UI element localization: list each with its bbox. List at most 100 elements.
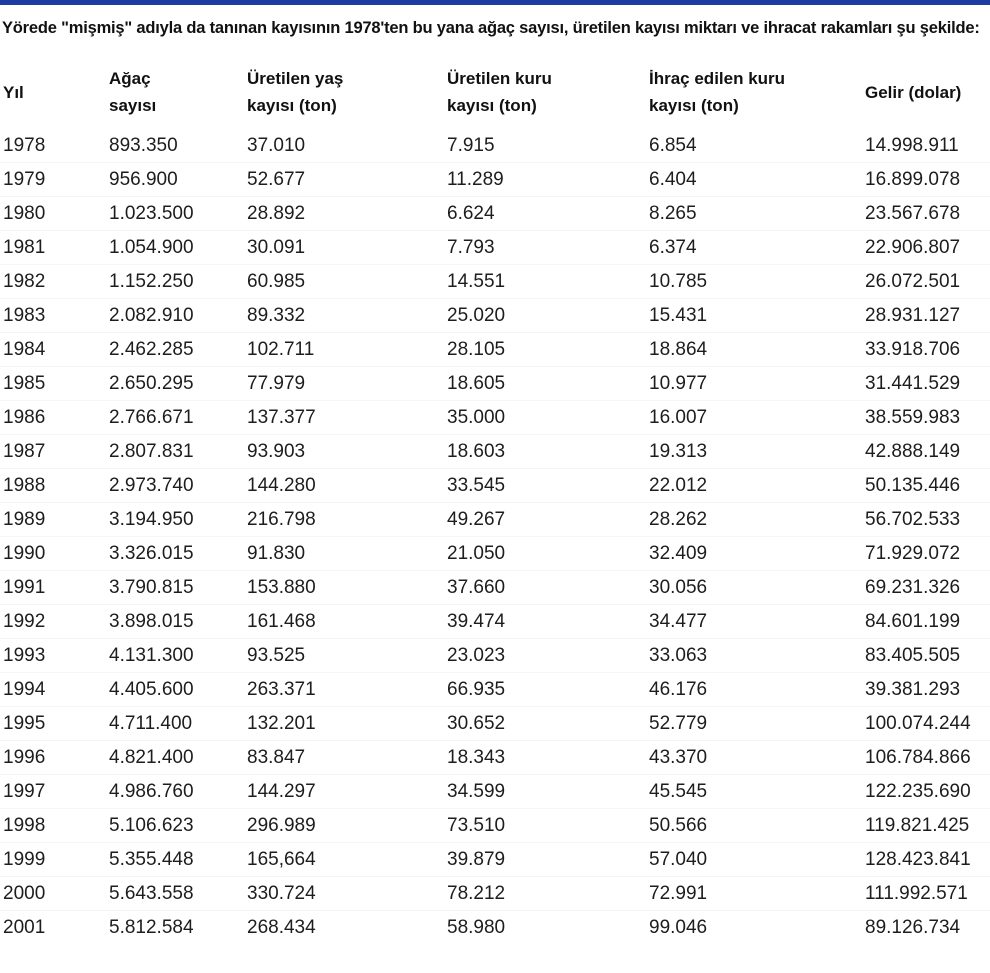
table-cell: 268.434	[247, 917, 316, 938]
column-header: İhraç edilen kuru kayısı (ton)	[646, 61, 862, 129]
table-cell: 1997	[0, 774, 106, 809]
table-cell: 83.405.505	[862, 638, 990, 673]
table-cell: 23.023	[444, 638, 646, 673]
table-cell: 2.462.285	[106, 332, 244, 367]
table-cell: 1.054.900	[106, 230, 244, 265]
table-cell: 6.404	[646, 162, 862, 197]
table-row: 1988 2.973.740 144.280 33.545 22.012 50.135.4…	[0, 468, 990, 503]
table-cell: 263.371	[244, 672, 444, 707]
table-cell: 1998	[0, 808, 106, 843]
table-cell: 11.289	[444, 162, 646, 197]
table-cell: 1995	[0, 706, 106, 741]
intro-text: Yörede "mişmiş" adıyla da tanınan kayısı…	[2, 19, 980, 37]
table-cell: 2.766.671	[106, 400, 244, 435]
table-row: 2001 5.812.584 268.434 58.980 99.046 89.126.7…	[0, 911, 990, 945]
table-cell: 7.793	[444, 230, 646, 265]
table-cell: 93.525	[244, 638, 444, 673]
table-cell: 52.779	[646, 706, 862, 741]
table-cell: 1981	[0, 230, 106, 265]
table-cell: 1986	[0, 400, 106, 435]
table-cell: 1990	[0, 536, 106, 571]
table-cell: 26.072.501	[862, 264, 990, 299]
table-cell: 89.332	[244, 298, 444, 333]
table-cell: 144.280	[244, 468, 444, 503]
table-cell: 1982	[0, 264, 106, 299]
table-cell: 1.023.500	[106, 196, 244, 231]
table-cell: 4.821.400	[106, 740, 244, 775]
table-row: 1984 2.462.285 102.711 28.105 18.864 33.918.7…	[0, 332, 990, 367]
table-cell: 18.603	[444, 434, 646, 469]
table-cell: 6.854	[646, 129, 862, 163]
table-cell: 14.551	[444, 264, 646, 299]
table-cell: 132.201	[244, 706, 444, 741]
table-cell: 77.979	[244, 366, 444, 401]
table-header-row: Yıl Ağaç sayısı Üretilen yaş kayısı (ton) Ü…	[0, 61, 990, 129]
table-header: Yıl Ağaç sayısı Üretilen yaş kayısı (ton) Ü…	[0, 61, 990, 129]
table-cell: 50.566	[646, 808, 862, 843]
table-cell: 1.152.250	[106, 264, 244, 299]
table-cell: 100.074.244	[862, 706, 990, 741]
table-cell: 83.847	[244, 740, 444, 775]
table-cell: 33.918.706	[862, 332, 990, 367]
table-cell: 23.567.678	[862, 196, 990, 231]
table-cell: 46.176	[646, 672, 862, 707]
table-cell: 128.423.841	[862, 842, 990, 877]
table-cell: 30.652	[444, 706, 646, 741]
table-cell: 5.643.558	[106, 876, 244, 911]
table-cell: 33.545	[444, 468, 646, 503]
table-cell: 153.880	[244, 570, 444, 605]
table-cell: 10.785	[646, 264, 862, 299]
table-cell: 1983	[0, 298, 106, 333]
table-cell: 49.267	[444, 502, 646, 537]
table-cell: 33.063	[646, 638, 862, 673]
table-cell: 137.377	[244, 400, 444, 435]
table-cell: 45.545	[646, 774, 862, 809]
table-cell: 2001	[3, 917, 46, 938]
table-row: 1989 3.194.950 216.798 49.267 28.262 56.702.5…	[0, 502, 990, 537]
table-cell: 18.864	[646, 332, 862, 367]
table-cell: 91.830	[244, 536, 444, 571]
table-row: 1995 4.711.400 132.201 30.652 52.779 100.074.…	[0, 706, 990, 741]
table-cell: 28.105	[444, 332, 646, 367]
table-row: 1981 1.054.900 30.091 7.793 6.374 22.906.807	[0, 230, 990, 265]
table-row: 1986 2.766.671 137.377 35.000 16.007 38.559.9…	[0, 400, 990, 435]
table-cell: 1984	[0, 332, 106, 367]
column-header-label: Ağaç sayısı	[109, 69, 157, 115]
table-cell: 28.931.127	[862, 298, 990, 333]
table-cell: 30.091	[244, 230, 444, 265]
table-cell: 66.935	[444, 672, 646, 707]
table-cell: 119.821.425	[862, 808, 990, 843]
top-accent-bar	[0, 0, 990, 5]
table-cell: 144.297	[244, 774, 444, 809]
table-cell: 34.599	[444, 774, 646, 809]
table-cell: 1994	[0, 672, 106, 707]
column-header: Üretilen yaş kayısı (ton)	[244, 61, 444, 129]
table-cell: 1996	[0, 740, 106, 775]
table-cell: 58.980	[447, 917, 506, 938]
table-cell: 42.888.149	[862, 434, 990, 469]
table-row: 1982 1.152.250 60.985 14.551 10.785 26.072.50…	[0, 264, 990, 299]
table-cell: 4.711.400	[106, 706, 244, 741]
table-row: 1983 2.082.910 89.332 25.020 15.431 28.931.12…	[0, 298, 990, 333]
table-cell: 60.985	[244, 264, 444, 299]
table-cell: 1993	[0, 638, 106, 673]
table-cell: 330.724	[244, 876, 444, 911]
table-row: 1998 5.106.623 296.989 73.510 50.566 119.821.…	[0, 808, 990, 843]
table-cell: 3.326.015	[106, 536, 244, 571]
table-cell: 34.477	[646, 604, 862, 639]
table-cell: 37.660	[444, 570, 646, 605]
table-cell: 106.784.866	[862, 740, 990, 775]
table-cell: 165,664	[244, 842, 444, 877]
column-header-label: Yıl	[3, 82, 24, 102]
table-cell: 10.977	[646, 366, 862, 401]
table-cell: 39.474	[444, 604, 646, 639]
table-cell: 14.998.911	[862, 129, 990, 163]
table-row: 1992 3.898.015 161.468 39.474 34.477 84.601.1…	[0, 604, 990, 639]
table-cell: 89.126.734	[865, 917, 961, 938]
table-row: 1990 3.326.015 91.830 21.050 32.409 71.929.07…	[0, 536, 990, 571]
column-header-label: Üretilen kuru kayısı (ton)	[447, 69, 552, 115]
table-cell: 21.050	[444, 536, 646, 571]
table-cell: 56.702.533	[862, 502, 990, 537]
table-cell: 5.106.623	[106, 808, 244, 843]
table-cell: 6.624	[444, 196, 646, 231]
